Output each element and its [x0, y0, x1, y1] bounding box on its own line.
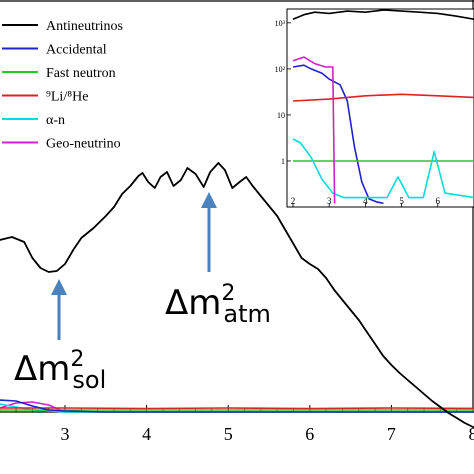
- main-x-tick-label-6: 6: [305, 424, 314, 444]
- inset-series-group: [292, 9, 474, 205]
- legend: Antineutrinos Accidental Fast neutron ⁹Li/⁸…: [2, 19, 123, 152]
- annotation-atm-label: Δm2 atm: [165, 281, 271, 328]
- inset-x-tick-label-3: 3: [327, 196, 332, 206]
- annotation-sol: Δm2 sol: [14, 279, 106, 394]
- legend-label-accidental: Accidental: [46, 43, 107, 58]
- annotation-atm-arrow-head: [201, 192, 217, 208]
- main-series-antineutrinos: [0, 162, 474, 429]
- inset-series-n: [292, 138, 474, 199]
- inset-frame: [286, 8, 474, 208]
- annotation-sol-arrow-head: [51, 279, 67, 295]
- inset-y-tick-label-10: 10: [277, 111, 285, 120]
- inset-series-antineutrinos: [292, 9, 474, 20]
- main-x-tick-label-7: 7: [387, 424, 396, 444]
- inset-series-li-he: [292, 93, 474, 102]
- annotation-sol-label: Δm2 sol: [14, 347, 106, 394]
- inset-x-tick-label-2: 2: [291, 196, 296, 206]
- inset-series-accidental: [292, 64, 384, 205]
- main-series-group: [0, 162, 474, 429]
- legend-label-li-he: ⁹Li/⁸He: [46, 90, 88, 105]
- legend-label-n: α-n: [46, 113, 65, 128]
- main-x-tick-label-3: 3: [61, 424, 70, 444]
- inset-x-tick-label-5: 5: [399, 196, 404, 206]
- inset-chart: 2 3 4 5 6 1 10 10² 10³: [275, 8, 474, 208]
- main-x-tick-label-8: 8: [469, 424, 474, 444]
- main-x-tick-label-4: 4: [142, 424, 151, 444]
- inset-x-tick-label-6: 6: [436, 196, 441, 206]
- inset-ticks: 2 3 4 5 6 1 10 10² 10³: [275, 19, 441, 207]
- inset-y-tick-label-10: 10³: [275, 19, 286, 28]
- legend-label-fast-neutron: Fast neutron: [46, 66, 116, 81]
- inset-y-tick-label-10: 10²: [275, 65, 286, 74]
- legend-label-antineutrinos: Antineutrinos: [46, 19, 123, 34]
- annotation-atm: Δm2 atm: [165, 192, 271, 328]
- inset-x-tick-label-4: 4: [363, 196, 368, 206]
- inset-y-tick-label-1: 1: [281, 157, 285, 166]
- main-x-tick-label-5: 5: [224, 424, 233, 444]
- main-series-li-he: [0, 407, 474, 410]
- legend-label-geo-neutrino: Geo-neutrino: [46, 137, 121, 152]
- inset-series-geo-neutrino: [292, 56, 336, 204]
- main-series-accidental: [0, 399, 474, 413]
